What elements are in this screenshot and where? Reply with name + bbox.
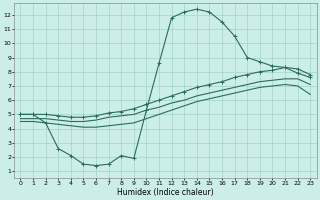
X-axis label: Humidex (Indice chaleur): Humidex (Indice chaleur) [117,188,214,197]
